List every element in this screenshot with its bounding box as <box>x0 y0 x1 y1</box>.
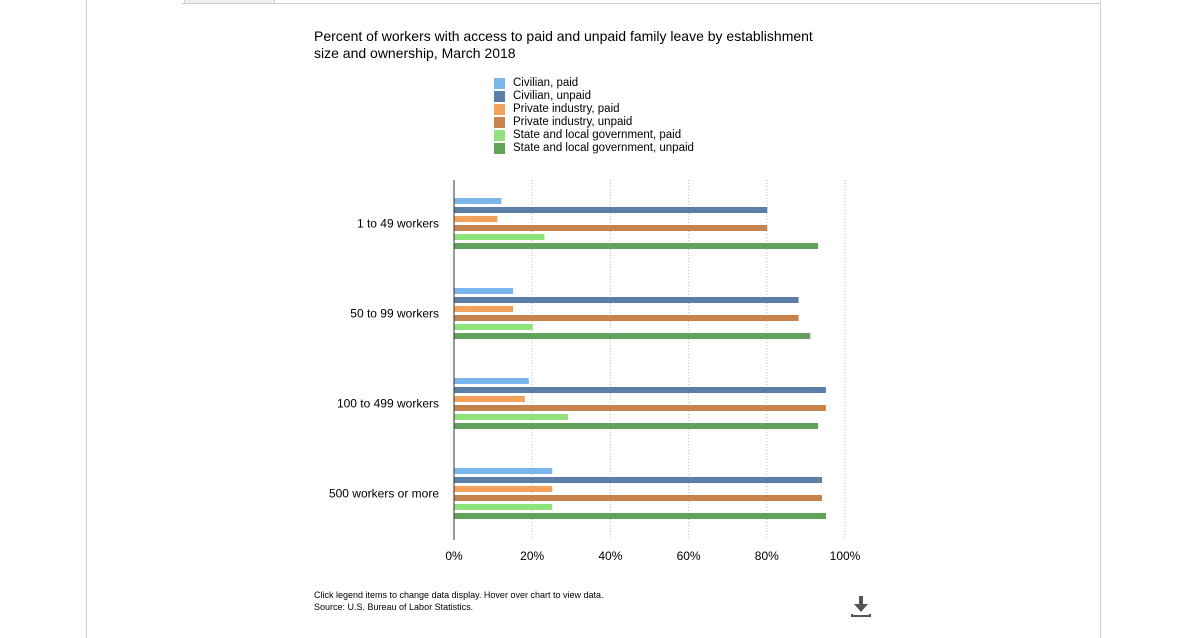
x-tick-label: 40% <box>598 549 622 563</box>
download-button[interactable] <box>850 594 872 618</box>
bar[interactable] <box>454 414 568 420</box>
bar[interactable] <box>454 387 826 393</box>
chart-title: Percent of workers with access to paid a… <box>314 28 813 61</box>
bar[interactable] <box>454 513 826 519</box>
x-tick-label: 20% <box>520 549 544 563</box>
legend-item[interactable]: Civilian, unpaid <box>494 90 694 103</box>
legend-swatch <box>494 91 505 102</box>
bar[interactable] <box>454 297 799 303</box>
bar[interactable] <box>454 423 819 429</box>
legend-label: Private industry, unpaid <box>513 116 633 128</box>
legend-item[interactable]: State and local government, paid <box>494 129 694 142</box>
legend-label: State and local government, unpaid <box>513 142 694 154</box>
bar[interactable] <box>454 288 514 294</box>
chart-source: Source: U.S. Bureau of Labor Statistics. <box>314 602 474 612</box>
category-label: 500 workers or more <box>329 487 439 501</box>
bar[interactable] <box>454 324 533 330</box>
legend-swatch <box>494 104 505 115</box>
bar[interactable] <box>454 306 514 312</box>
bar[interactable] <box>454 378 529 384</box>
bar[interactable] <box>454 198 502 204</box>
bar[interactable] <box>454 477 823 483</box>
x-tick-label: 60% <box>677 549 701 563</box>
bar[interactable] <box>454 243 819 249</box>
chart-notes: Click legend items to change data displa… <box>314 589 603 613</box>
legend-item[interactable]: Civilian, paid <box>494 77 694 90</box>
chart-legend: Civilian, paid Civilian, unpaid Private in… <box>494 77 694 155</box>
bar[interactable] <box>454 216 498 222</box>
legend-item[interactable]: Private industry, unpaid <box>494 116 694 129</box>
bar[interactable] <box>454 486 553 492</box>
category-label: 100 to 499 workers <box>337 397 439 411</box>
x-tick-label: 100% <box>830 549 861 563</box>
legend-swatch <box>494 130 505 141</box>
legend-item[interactable]: Private industry, paid <box>494 103 694 116</box>
bar[interactable] <box>454 495 823 501</box>
bar[interactable] <box>454 315 799 321</box>
bar[interactable] <box>454 225 768 231</box>
bar-chart[interactable]: 1 to 49 workers 50 to 99 workers 100 to 49… <box>0 0 1192 620</box>
legend-label: State and local government, paid <box>513 129 682 141</box>
category-label: 1 to 49 workers <box>357 217 439 231</box>
bar[interactable] <box>454 405 826 411</box>
legend-swatch <box>494 78 505 89</box>
legend-label: Private industry, paid <box>513 103 620 115</box>
legend-swatch <box>494 143 505 154</box>
bar[interactable] <box>454 207 768 213</box>
tab-stub[interactable] <box>184 0 275 4</box>
bar[interactable] <box>454 396 525 402</box>
category-label: 50 to 99 workers <box>350 307 439 321</box>
bar[interactable] <box>454 468 553 474</box>
x-tick-label: 0% <box>445 549 463 563</box>
bar[interactable] <box>454 333 811 339</box>
x-tick-label: 80% <box>755 549 779 563</box>
download-icon <box>851 596 871 617</box>
bar[interactable] <box>454 504 553 510</box>
legend-swatch <box>494 117 505 128</box>
chart-container <box>86 0 1101 638</box>
legend-label: Civilian, unpaid <box>513 90 591 102</box>
legend-label: Civilian, paid <box>513 77 579 89</box>
top-divider <box>182 3 1101 4</box>
legend-item[interactable]: State and local government, unpaid <box>494 142 694 155</box>
chart-instruction: Click legend items to change data displa… <box>314 590 604 600</box>
bar[interactable] <box>454 234 545 240</box>
